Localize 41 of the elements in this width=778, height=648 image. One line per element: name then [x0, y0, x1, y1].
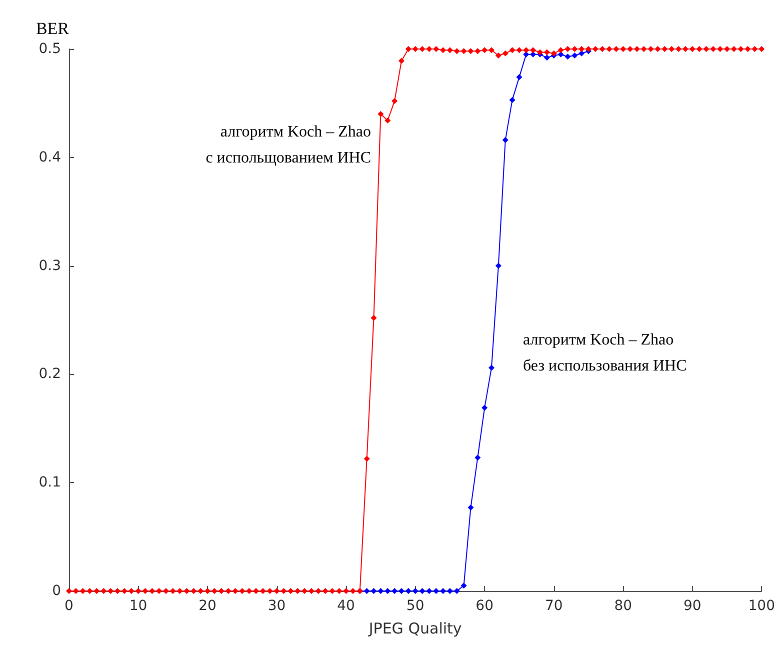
point [454, 588, 460, 594]
point [495, 262, 502, 269]
point [426, 588, 432, 594]
x-tick-label: 60 [476, 598, 494, 614]
point [384, 588, 391, 594]
x-tick-label: 30 [268, 598, 286, 614]
point [502, 137, 508, 144]
x-tick-label: 0 [64, 598, 74, 614]
x-tick-label: 10 [129, 598, 148, 614]
point [378, 588, 384, 594]
y-tick-label: 0.2 [38, 366, 61, 382]
point [488, 364, 495, 371]
x-tick-label: 90 [683, 598, 702, 614]
x-tick-label: 20 [198, 598, 216, 614]
point [370, 588, 377, 594]
point [460, 582, 467, 589]
x-tick-label: 70 [544, 598, 563, 614]
point [544, 54, 550, 61]
y-tick-label: 0.3 [38, 258, 61, 274]
y-tick-label: 0.5 [38, 41, 61, 57]
point [516, 74, 522, 80]
y-tick-label: 0.1 [38, 474, 61, 491]
series-label: алгоритм Koch – Zhao без использования ИНС [523, 332, 687, 374]
x-axis-title: JPEG Quality [368, 620, 462, 638]
y-tick-label: 0.4 [38, 149, 62, 166]
point [482, 404, 488, 411]
point [364, 588, 370, 594]
point [509, 96, 516, 103]
point [419, 588, 426, 594]
x-tick-label: 50 [406, 598, 424, 614]
point [564, 54, 571, 60]
y-axis-title: BER [36, 19, 70, 38]
point [474, 454, 481, 461]
series-label: алгоритм Koch – Zhao с испольщованием ИНС [206, 124, 371, 166]
y-tick-label: 0 [52, 583, 61, 599]
x-tick-label: 40 [337, 598, 355, 614]
point [572, 52, 578, 59]
x-tick-label: 80 [614, 598, 632, 614]
point [468, 504, 474, 511]
x-tick-label: 100 [748, 598, 776, 614]
point [412, 588, 418, 594]
